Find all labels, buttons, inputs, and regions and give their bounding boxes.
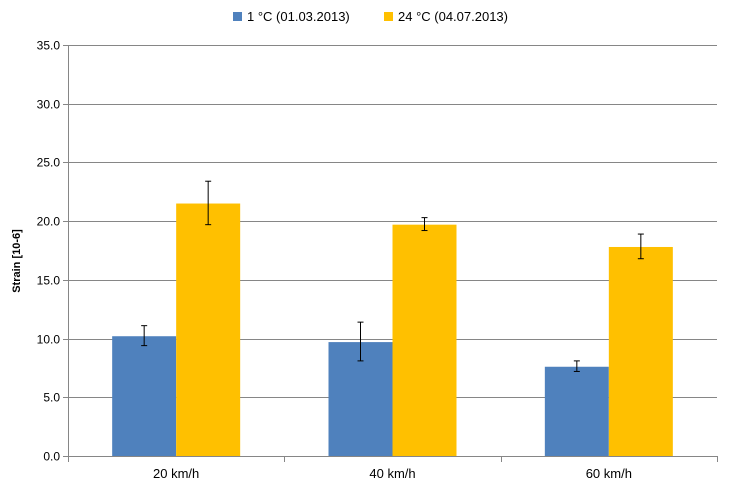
x-tick-label: 20 km/h — [153, 466, 199, 481]
y-tick-label: 20.0 — [37, 215, 61, 229]
bar — [608, 246, 673, 456]
y-tick-label: 0.0 — [43, 450, 60, 464]
bar — [544, 366, 609, 456]
y-tick-label: 15.0 — [37, 274, 61, 288]
y-tick-label: 30.0 — [37, 98, 61, 112]
x-tick-label: 60 km/h — [586, 466, 632, 481]
legend-swatch — [233, 12, 242, 21]
y-axis-title: Strain [10-6] — [11, 229, 23, 293]
bar — [112, 336, 177, 456]
x-tick-label: 40 km/h — [369, 466, 415, 481]
y-axis: 0.0 5.0 10.0 15.0 20.0 25.0 30.0 35.0 — [37, 39, 68, 464]
bar — [176, 203, 241, 456]
legend: 1 °C (01.03.2013) 24 °C (04.07.2013) — [233, 9, 508, 24]
legend-label: 24 °C (04.07.2013) — [398, 9, 508, 24]
error-bars — [141, 180, 644, 372]
bars — [112, 203, 673, 456]
y-tick-label: 10.0 — [37, 333, 61, 347]
legend-label: 1 °C (01.03.2013) — [247, 9, 350, 24]
x-axis: 20 km/h 40 km/h 60 km/h — [68, 45, 718, 481]
y-tick-label: 5.0 — [43, 391, 60, 405]
y-tick-label: 25.0 — [37, 156, 61, 170]
y-tick-label: 35.0 — [37, 39, 61, 53]
bar — [392, 224, 457, 456]
legend-swatch — [384, 12, 393, 21]
